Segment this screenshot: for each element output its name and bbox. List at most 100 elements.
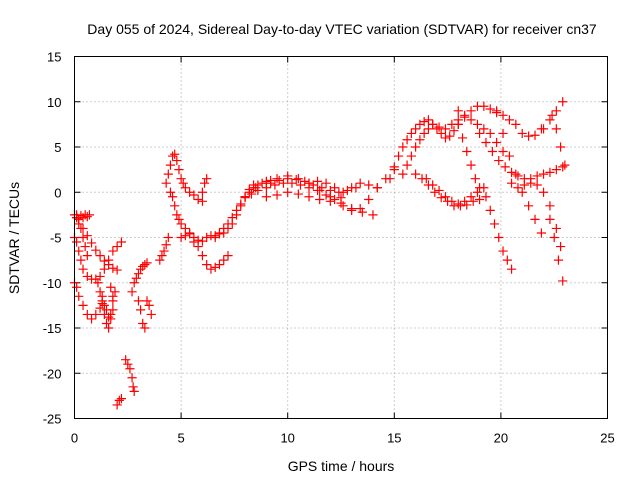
data-point [223, 251, 233, 261]
data-point [293, 189, 303, 199]
data-point [485, 128, 495, 139]
data-point [133, 269, 144, 279]
data-point [197, 187, 208, 197]
data-point [551, 223, 561, 234]
data-point [202, 260, 212, 270]
data-point [485, 205, 495, 215]
data-point [270, 180, 280, 190]
data-point [74, 291, 84, 301]
data-point [440, 192, 451, 202]
data-point [466, 160, 476, 170]
series-arc-23 [266, 174, 361, 197]
data-point [86, 314, 97, 324]
series-arc-29 [421, 174, 489, 209]
data-point [231, 205, 242, 215]
data-point [74, 214, 84, 224]
series-arc-07 [97, 291, 118, 322]
data-point [500, 162, 510, 172]
data-point [131, 273, 141, 283]
data-point [176, 174, 186, 184]
series-arc-18 [189, 237, 233, 274]
data-point [304, 178, 314, 188]
data-point [123, 359, 133, 369]
x-tick-label: 15 [387, 431, 401, 446]
data-point [283, 187, 293, 197]
data-point [551, 106, 561, 116]
data-point [99, 264, 109, 274]
data-point [481, 192, 491, 202]
data-point [223, 219, 233, 229]
data-point [315, 194, 325, 205]
data-point [321, 190, 331, 200]
data-point [82, 251, 92, 261]
data-point [180, 183, 190, 193]
data-point [492, 106, 502, 116]
data-point [338, 187, 348, 197]
data-point [538, 187, 549, 197]
data-point [460, 112, 470, 122]
data-point [76, 211, 86, 221]
data-point [272, 190, 282, 200]
data-point [106, 309, 116, 320]
data-point [157, 251, 167, 261]
data-point [411, 124, 421, 134]
data-point [434, 185, 444, 196]
data-points [69, 97, 570, 410]
data-point [555, 142, 566, 152]
data-point [197, 196, 208, 206]
data-point [78, 232, 88, 243]
data-point [506, 178, 517, 188]
x-axis-label: GPS time / hours [288, 458, 395, 474]
series-arc-38 [547, 110, 570, 170]
data-point [170, 201, 180, 211]
data-point [84, 210, 95, 220]
data-point [393, 151, 404, 161]
data-point [481, 137, 491, 148]
data-point [295, 180, 306, 190]
data-point [419, 128, 429, 139]
data-point [129, 386, 139, 396]
data-point [524, 201, 534, 211]
data-point [170, 149, 180, 159]
data-point [545, 214, 555, 224]
series-arc-26 [385, 115, 463, 184]
data-point [434, 122, 444, 132]
data-point [101, 318, 112, 329]
data-point [176, 232, 186, 243]
data-point [468, 196, 478, 206]
data-point [240, 192, 250, 202]
data-point [104, 260, 114, 270]
data-point [144, 300, 154, 310]
data-point [78, 300, 88, 310]
axis-ticks [74, 56, 608, 419]
data-point [453, 106, 463, 116]
data-point [423, 115, 434, 125]
data-point [357, 207, 367, 217]
series-arc-39 [545, 214, 568, 286]
data-point [167, 192, 178, 202]
series-arc-14 [155, 232, 173, 265]
data-point [498, 128, 508, 139]
data-point [146, 309, 156, 320]
data-point [161, 240, 171, 250]
data-point [406, 151, 416, 161]
series-arc-13 [142, 296, 156, 320]
data-point [545, 167, 555, 177]
data-point [304, 192, 314, 202]
data-point [553, 255, 564, 265]
data-point [453, 119, 463, 129]
data-point [498, 110, 508, 120]
data-point [472, 187, 483, 197]
data-point [206, 264, 216, 274]
data-point [266, 178, 276, 188]
data-point [214, 260, 225, 270]
series-arc-03 [72, 212, 122, 275]
data-point [180, 231, 190, 241]
data-point [312, 176, 323, 186]
data-point [440, 124, 451, 134]
data-point [474, 128, 485, 139]
data-point [504, 115, 515, 125]
data-point [506, 167, 517, 177]
data-point [80, 241, 90, 252]
